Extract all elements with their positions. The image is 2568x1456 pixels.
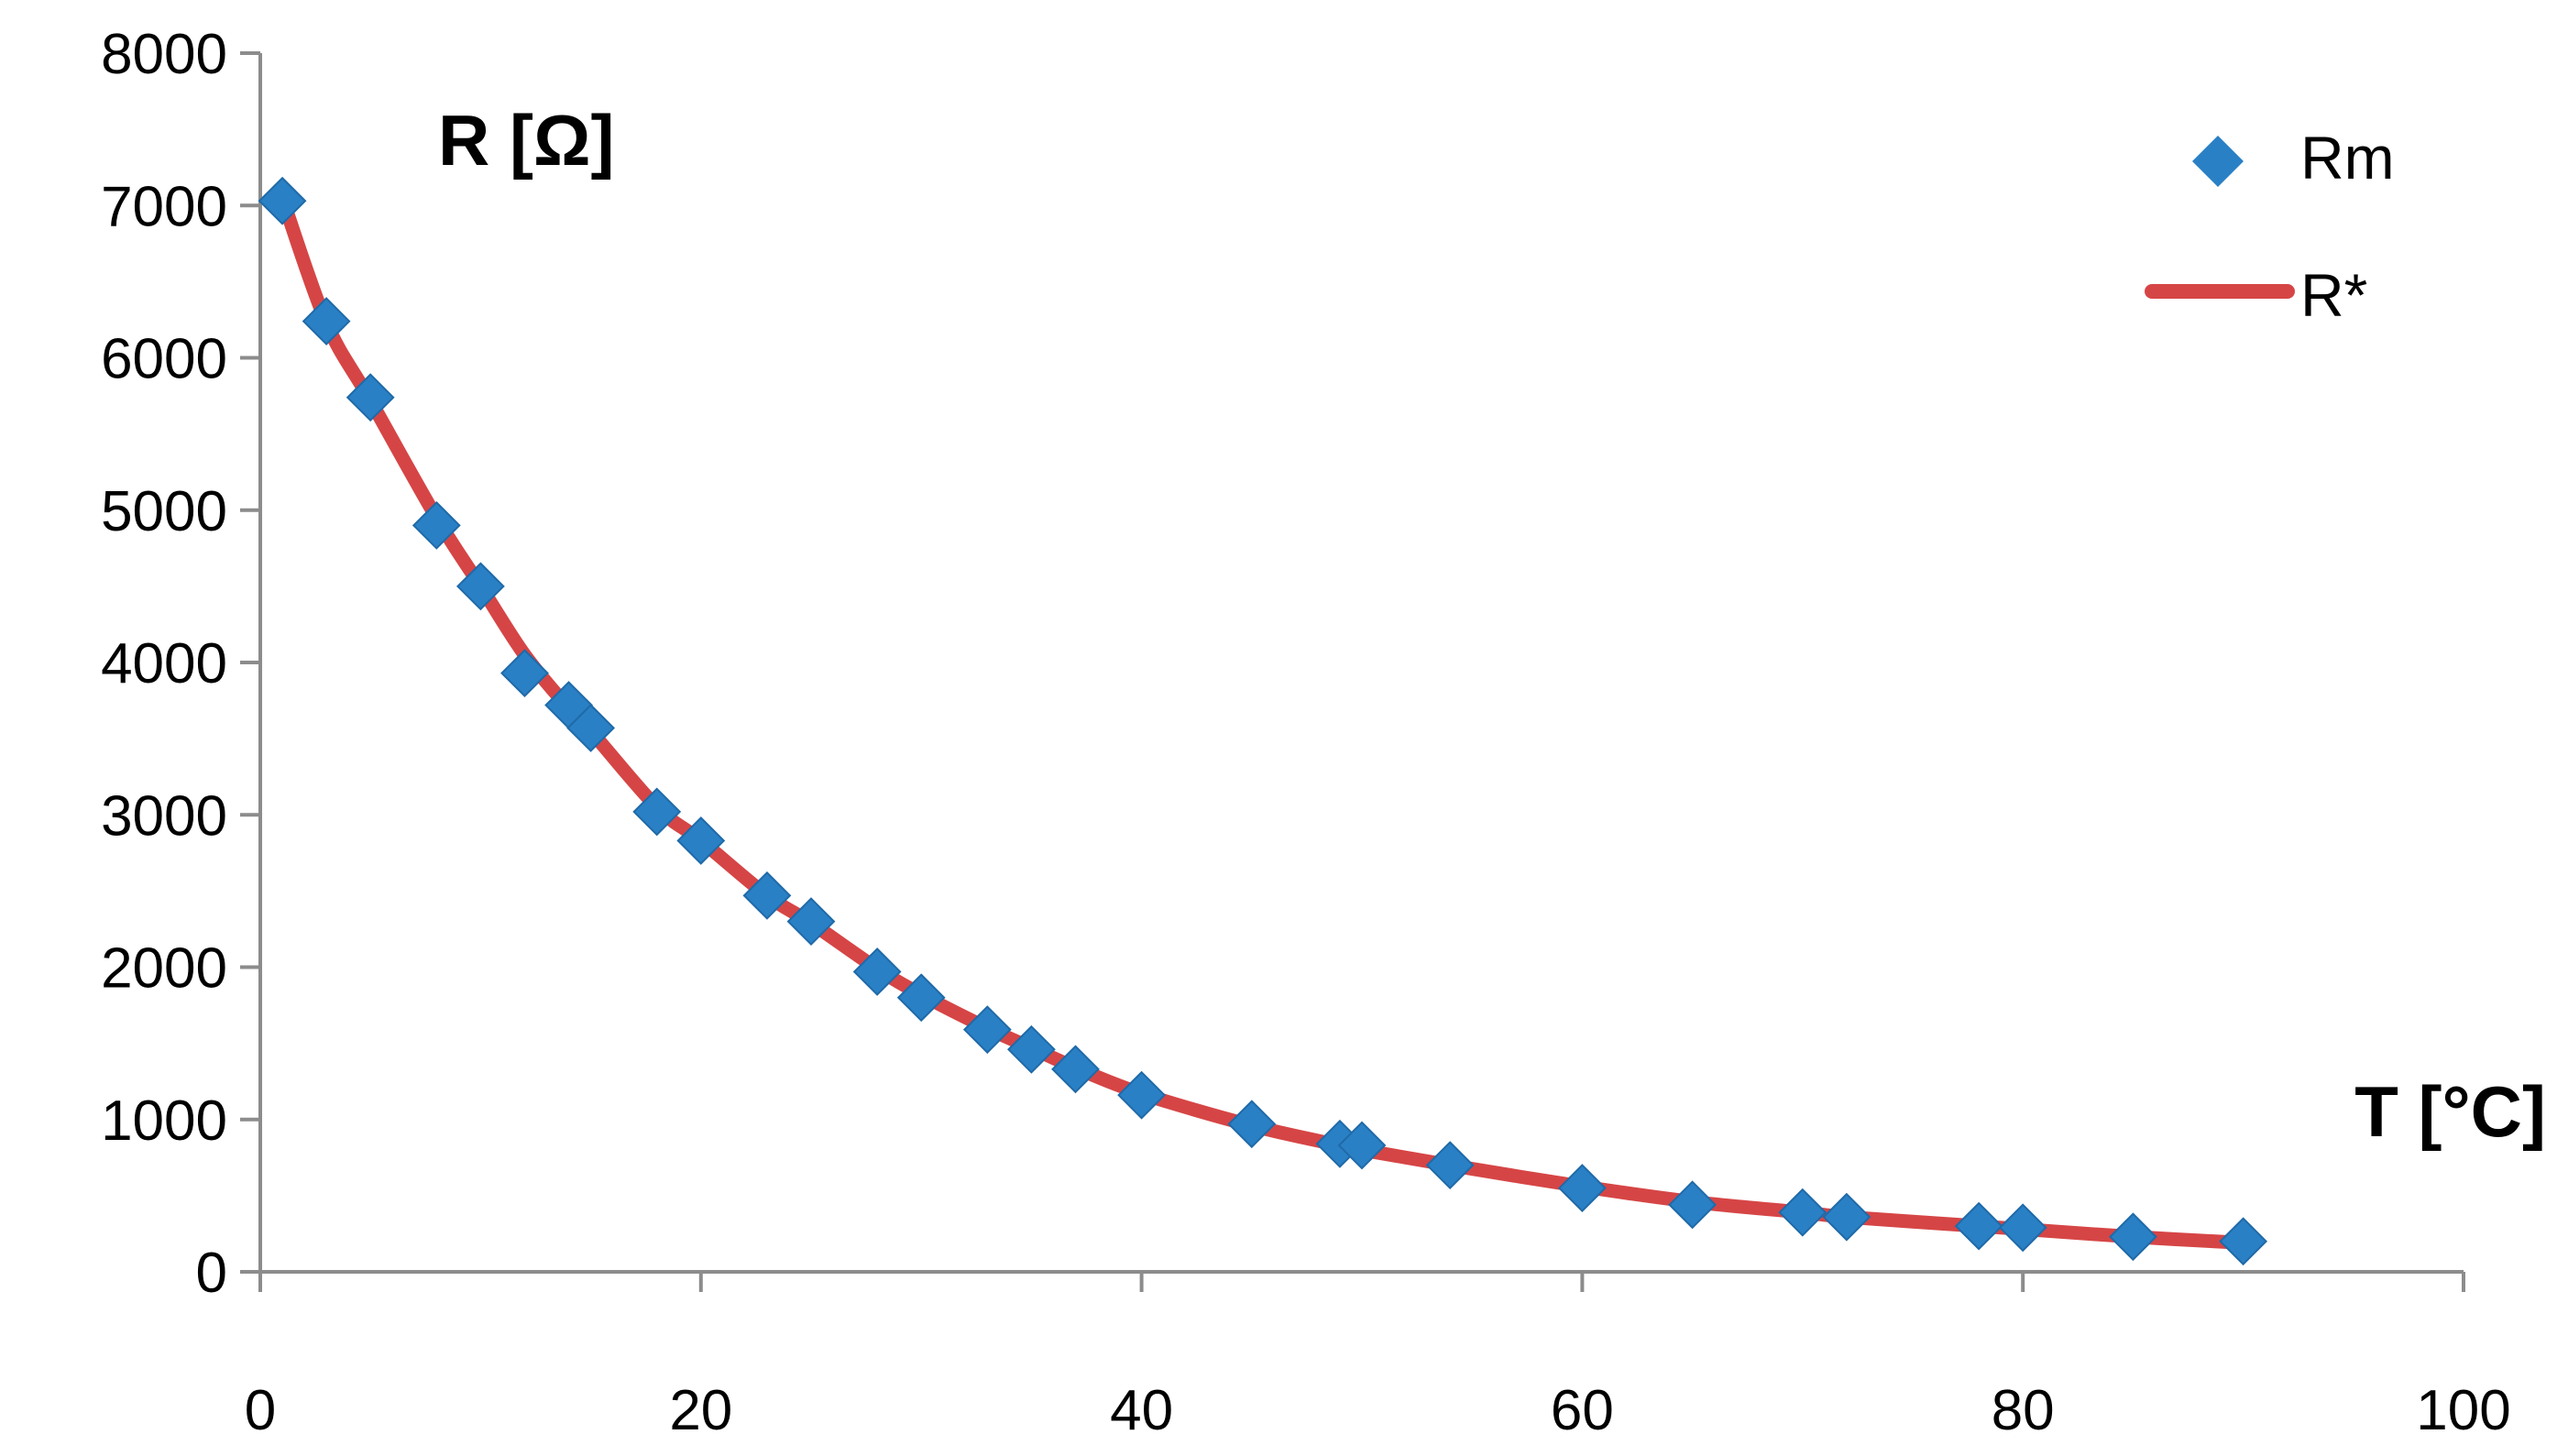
y-tick-label: 6000: [101, 328, 227, 391]
y-axis: 0 1000 2000 3000 4000 5000 6000 7000 8000: [101, 23, 262, 1305]
data-point-rm: [1425, 1141, 1475, 1190]
data-point-rm: [1051, 1045, 1100, 1094]
legend: Rm R*: [2145, 124, 2395, 329]
data-point-rm: [1006, 1024, 1056, 1074]
data-point-rm: [1668, 1180, 1717, 1230]
y-tick-label: 4000: [101, 632, 227, 695]
y-tick-label: 1000: [101, 1089, 227, 1153]
legend-label-r-star: R*: [2300, 261, 2367, 329]
y-tick-label: 0: [196, 1242, 227, 1305]
data-point-rm: [566, 704, 616, 752]
data-point-rm: [500, 649, 549, 698]
data-point-rm: [346, 373, 395, 422]
legend-label-rm: Rm: [2300, 124, 2395, 192]
x-tick-label: 0: [245, 1379, 276, 1442]
y-tick-label: 8000: [101, 23, 227, 86]
data-point-rm: [1998, 1203, 2047, 1253]
data-point-rm: [258, 176, 307, 225]
data-point-rm: [1954, 1201, 2003, 1251]
x-tick-label: 20: [669, 1379, 732, 1442]
data-point-rm: [1117, 1070, 1167, 1120]
y-tick-label: 7000: [101, 175, 227, 238]
data-point-rm: [2219, 1217, 2268, 1266]
x-tick-label: 100: [2416, 1379, 2510, 1442]
x-axis-title: T [°C]: [2354, 1071, 2546, 1152]
y-axis-title: R [Ω]: [438, 100, 615, 181]
x-tick-label: 40: [1110, 1379, 1173, 1442]
data-point-rm: [852, 947, 902, 996]
data-point-rm: [896, 973, 946, 1023]
data-point-rm: [1227, 1100, 1277, 1149]
x-axis: 0 20 40 60 80 100: [245, 1270, 2511, 1442]
data-point-rm: [1822, 1192, 1871, 1242]
x-tick-label: 60: [1551, 1379, 1614, 1442]
series-rm: [258, 176, 2268, 1266]
data-point-rm: [455, 562, 505, 611]
data-point-rm: [632, 787, 682, 837]
data-point-rm: [412, 500, 461, 550]
data-point-rm: [302, 297, 351, 346]
y-tick-label: 2000: [101, 937, 227, 1001]
data-point-rm: [1337, 1121, 1387, 1170]
data-point-rm: [962, 1005, 1012, 1055]
data-point-rm: [742, 870, 792, 920]
data-point-rm: [1778, 1188, 1827, 1237]
legend-marker-rm: [2192, 136, 2244, 187]
x-tick-label: 80: [1992, 1379, 2055, 1442]
data-point-rm: [2108, 1212, 2157, 1262]
data-point-rm: [1557, 1164, 1607, 1212]
data-point-rm: [676, 816, 726, 865]
data-point-rm: [786, 897, 836, 947]
y-tick-label: 3000: [101, 784, 227, 848]
y-tick-label: 5000: [101, 480, 227, 543]
